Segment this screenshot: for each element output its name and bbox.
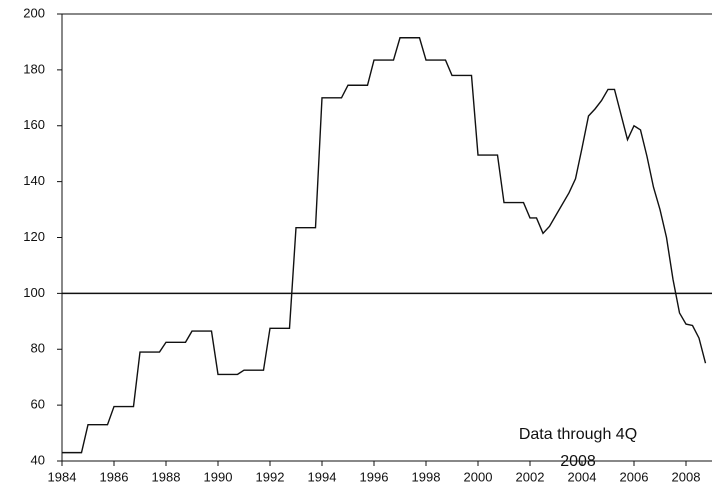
- annotation: Data through 4Q: [519, 426, 637, 443]
- y-tick-label: 100: [23, 285, 45, 300]
- x-tick-label: 2006: [620, 469, 649, 484]
- y-tick-label: 120: [23, 229, 45, 244]
- annotation: 2008: [560, 453, 596, 470]
- x-tick-label: 1992: [256, 469, 285, 484]
- x-tick-label: 2004: [568, 469, 597, 484]
- y-tick-label: 180: [23, 61, 45, 76]
- x-tick-label: 1990: [204, 469, 233, 484]
- y-tick-label: 40: [31, 452, 45, 467]
- y-tick-label: 200: [23, 5, 45, 20]
- x-tick-label: 1996: [360, 469, 389, 484]
- y-tick-label: 160: [23, 117, 45, 132]
- x-tick-label: 1998: [412, 469, 441, 484]
- x-tick-label: 2002: [516, 469, 545, 484]
- x-tick-label: 2000: [464, 469, 493, 484]
- x-tick-label: 1984: [48, 469, 77, 484]
- data-line: [62, 37, 707, 454]
- x-tick-label: 2008: [672, 469, 701, 484]
- x-tick-label: 1986: [100, 469, 129, 484]
- x-tick-label: 1988: [152, 469, 181, 484]
- y-tick-label: 140: [23, 173, 45, 188]
- plot-frame: [61, 13, 712, 462]
- y-tick-label: 80: [31, 341, 45, 356]
- y-tick-label: 60: [31, 397, 45, 412]
- x-tick-label: 1994: [308, 469, 337, 484]
